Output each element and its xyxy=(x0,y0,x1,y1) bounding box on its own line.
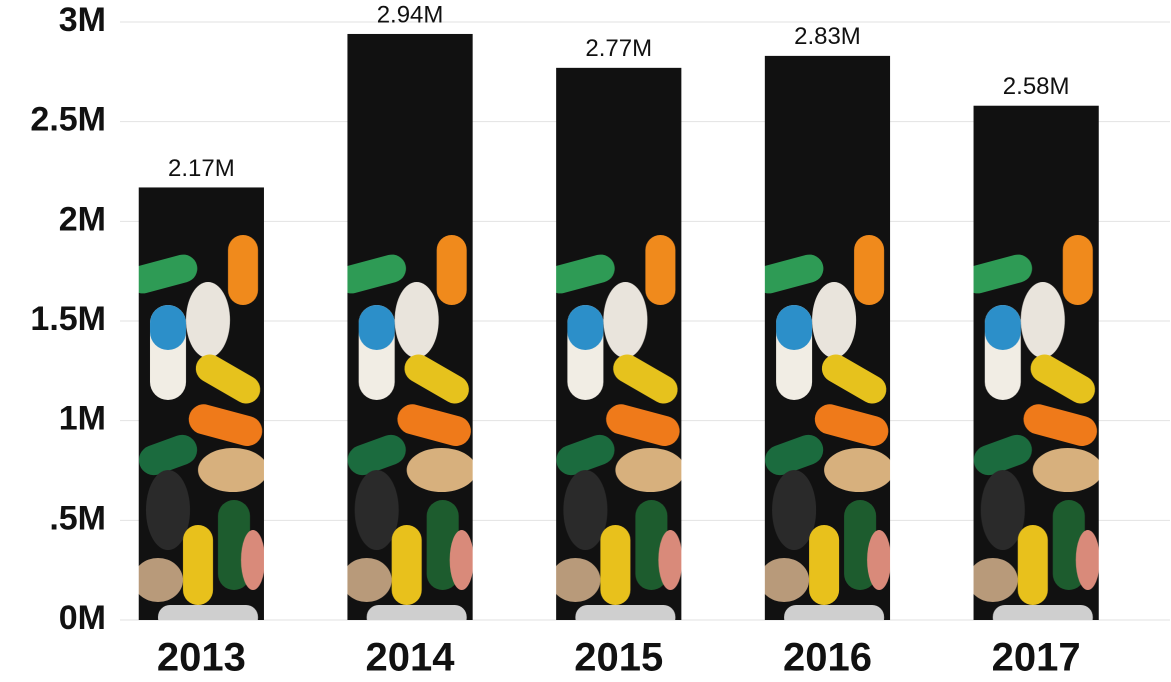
value-label: 2.83M xyxy=(794,23,861,50)
bar xyxy=(764,55,891,621)
bar xyxy=(556,67,682,620)
x-tick-label: 2015 xyxy=(574,636,663,680)
x-tick-label: 2014 xyxy=(366,636,456,680)
bar xyxy=(347,33,473,620)
y-tick-label: 3M xyxy=(59,1,106,39)
x-tick-label: 2017 xyxy=(992,636,1081,680)
y-tick-label: 2.5M xyxy=(30,101,106,139)
value-label: 2.77M xyxy=(585,35,652,62)
y-tick-label: 2M xyxy=(59,200,106,238)
bar xyxy=(973,105,1099,621)
value-label: 2.94M xyxy=(377,1,444,28)
y-tick-label: 0M xyxy=(59,599,106,637)
bar xyxy=(138,187,264,621)
y-tick-label: 1.5M xyxy=(30,300,106,338)
y-tick-label: .5M xyxy=(49,499,106,537)
y-tick-label: 1M xyxy=(59,400,106,438)
value-label: 2.17M xyxy=(168,155,235,182)
value-label: 2.58M xyxy=(1003,73,1070,100)
x-tick-label: 2013 xyxy=(157,636,246,680)
x-tick-label: 2016 xyxy=(783,636,872,680)
